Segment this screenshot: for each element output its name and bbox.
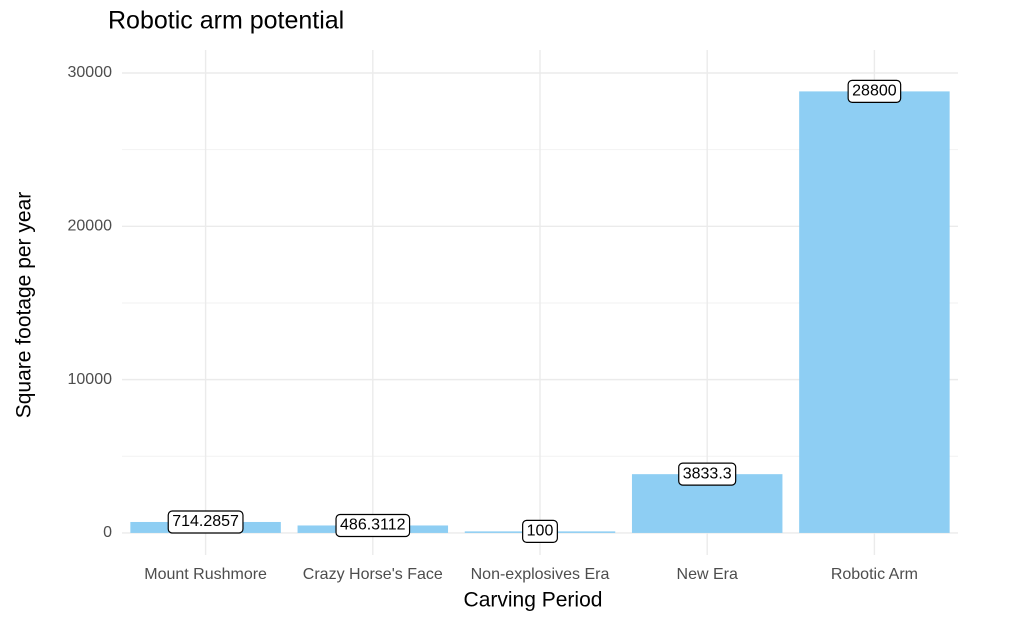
chart-title: Robotic arm potential [108,7,344,35]
value-label: 100 [522,519,558,543]
x-tick-label: Mount Rushmore [144,566,267,583]
value-label-box [167,510,244,534]
value-label-text: 3833.3 [683,465,732,482]
value-label: 486.3112 [335,513,411,538]
y-tick-label: 20000 [68,218,113,235]
x-tick-label: Robotic Arm [831,566,918,583]
value-label-box [522,519,558,543]
x-tick-label: Crazy Horse's Face [303,566,443,583]
y-tick-label: 10000 [68,371,113,388]
bar [799,91,950,533]
y-axis-title: Square footage per year [13,192,36,419]
value-label-text: 100 [527,523,554,540]
value-label-box [335,513,411,538]
value-label: 714.2857 [167,510,244,534]
x-tick-label: Non-explosives Era [471,566,610,583]
value-label: 28800 [847,79,902,103]
value-label-box [678,462,737,486]
value-label-text: 486.3112 [340,517,406,534]
value-label-box [847,79,902,103]
value-label-text: 714.2857 [172,513,239,530]
y-tick-label: 0 [103,524,112,541]
marks: 714.2857 486.3112 100 3833.3 28800 [130,79,950,543]
x-tick-label: New Era [677,566,738,583]
value-label-text: 28800 [852,83,897,100]
x-axis-title: Carving Period [464,589,603,612]
y-tick-label: 30000 [68,64,113,81]
value-label: 3833.3 [678,462,737,486]
